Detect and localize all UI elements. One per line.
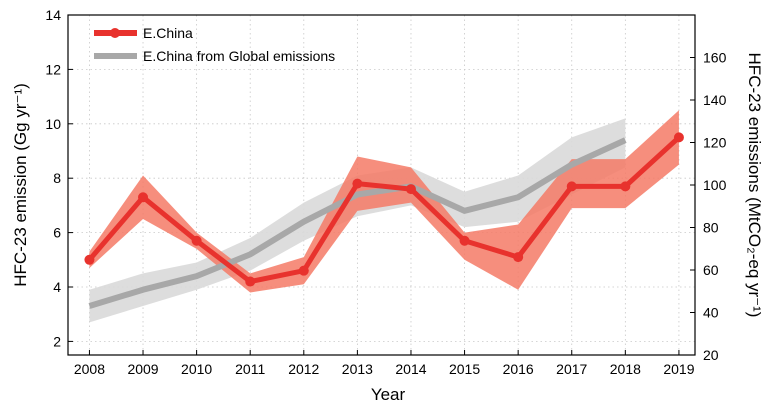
point-echina <box>84 254 95 265</box>
y-left-tick-label: 6 <box>53 225 61 241</box>
y-left-tick-label: 10 <box>45 116 61 132</box>
series-lines <box>87 135 681 309</box>
point-echina <box>298 265 309 276</box>
x-tick-label: 2008 <box>74 361 105 377</box>
x-tick-label: 2011 <box>235 361 265 377</box>
x-tick-label: 2013 <box>342 361 373 377</box>
y-left-tick-label: 8 <box>53 170 61 186</box>
x-tick-label: 2014 <box>395 361 426 377</box>
x-tick-label: 2017 <box>556 361 587 377</box>
point-echina <box>405 184 416 195</box>
x-tick-label: 2018 <box>610 361 641 377</box>
y-axis-right-label: HFC-23 emissions (MtCO₂-eq yr⁻¹) <box>745 53 764 318</box>
point-echina <box>620 181 631 192</box>
x-tick-label: 2009 <box>127 361 158 377</box>
axis-ticks: 2008 2009 2010 2011 2012 2013 2014 2015 2016 2017… <box>45 7 726 377</box>
y-right-tick-label: 40 <box>703 305 719 321</box>
x-tick-label: 2019 <box>663 361 694 377</box>
point-echina <box>245 276 256 287</box>
legend: E.China E.China from Global emissions <box>94 25 335 64</box>
x-tick-label: 2015 <box>449 361 480 377</box>
point-echina <box>513 252 524 263</box>
y-right-tick-label: 60 <box>703 262 719 278</box>
x-axis-label: Year <box>371 385 406 404</box>
band-echina <box>89 110 679 293</box>
legend-label-global: E.China from Global emissions <box>143 48 335 64</box>
point-echina <box>673 132 684 143</box>
y-right-tick-label: 20 <box>703 347 719 363</box>
x-tick-label: 2010 <box>181 361 212 377</box>
data-points <box>84 132 684 287</box>
y-left-tick-label: 2 <box>53 333 61 349</box>
uncertainty-bands <box>89 110 679 323</box>
y-left-tick-label: 4 <box>53 279 61 295</box>
line-global <box>88 137 627 309</box>
point-echina <box>459 235 470 246</box>
y-right-tick-label: 80 <box>703 220 719 236</box>
x-tick-label: 2012 <box>288 361 319 377</box>
y-right-tick-label: 100 <box>703 177 727 193</box>
point-echina <box>138 192 149 203</box>
point-echina <box>191 235 202 246</box>
band-global <box>89 118 626 323</box>
y-right-tick-label: 160 <box>703 50 727 66</box>
x-tick-label: 2016 <box>503 361 534 377</box>
y-axis-left-label: HFC-23 emission (Gg yr⁻¹) <box>11 83 30 287</box>
y-left-tick-label: 14 <box>45 7 61 23</box>
line-echina <box>87 135 681 285</box>
y-left-tick-label: 12 <box>45 61 61 77</box>
legend-marker-echina <box>110 28 120 38</box>
point-echina <box>352 178 363 189</box>
y-right-tick-label: 120 <box>703 135 727 151</box>
legend-label-echina: E.China <box>143 25 193 41</box>
y-right-tick-label: 140 <box>703 92 727 108</box>
point-echina <box>566 181 577 192</box>
